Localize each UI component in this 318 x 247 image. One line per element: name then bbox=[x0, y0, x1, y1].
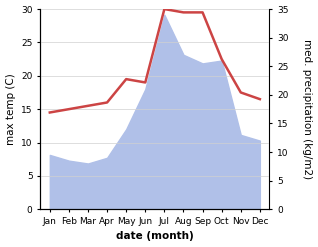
Y-axis label: max temp (C): max temp (C) bbox=[5, 73, 16, 145]
Y-axis label: med. precipitation (kg/m2): med. precipitation (kg/m2) bbox=[302, 39, 313, 179]
X-axis label: date (month): date (month) bbox=[116, 231, 194, 242]
